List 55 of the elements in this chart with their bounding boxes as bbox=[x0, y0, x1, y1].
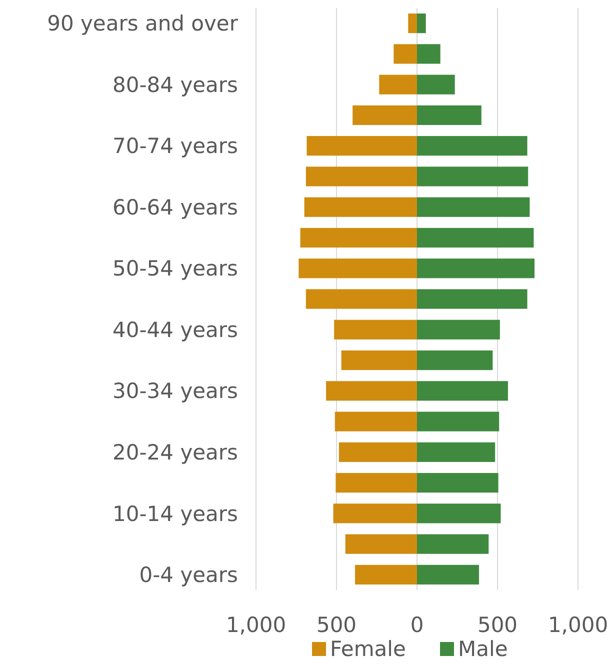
bar bbox=[417, 74, 455, 94]
x-tick-label: 1,000 bbox=[226, 613, 286, 637]
bar bbox=[304, 197, 417, 217]
y-tick-label: 90 years and over bbox=[47, 12, 238, 36]
bar bbox=[417, 442, 496, 462]
bar bbox=[336, 472, 417, 493]
y-tick-label: 50-54 years bbox=[112, 256, 238, 281]
bar bbox=[417, 105, 482, 126]
y-tick-label: 60-64 years bbox=[112, 195, 238, 220]
bar bbox=[306, 136, 417, 156]
bar bbox=[408, 14, 417, 34]
y-tick-label: 80-84 years bbox=[112, 72, 238, 97]
bar bbox=[417, 472, 498, 493]
x-tick-label: 500 bbox=[316, 613, 357, 637]
bar bbox=[379, 74, 417, 94]
bar bbox=[306, 166, 417, 186]
y-tick-label: 10-14 years bbox=[112, 502, 238, 526]
bar bbox=[326, 381, 417, 401]
bar bbox=[417, 136, 528, 156]
bar bbox=[417, 564, 479, 584]
bar bbox=[417, 320, 500, 340]
bar bbox=[300, 228, 417, 248]
x-tick-label: 500 bbox=[477, 613, 518, 637]
bar bbox=[417, 289, 528, 309]
bar bbox=[417, 44, 440, 64]
x-tick-label: 1,000 bbox=[548, 613, 608, 637]
bar bbox=[306, 289, 417, 309]
bar bbox=[333, 504, 417, 524]
bar bbox=[334, 412, 417, 432]
bar bbox=[298, 258, 417, 278]
x-tick-label: 0 bbox=[410, 613, 424, 637]
bar bbox=[338, 442, 417, 462]
bar bbox=[417, 350, 493, 370]
bar bbox=[352, 105, 417, 126]
bar bbox=[334, 320, 417, 340]
bar bbox=[417, 197, 530, 217]
bar bbox=[417, 258, 535, 278]
bar bbox=[417, 166, 528, 186]
y-tick-label: 70-74 years bbox=[112, 134, 238, 158]
y-tick-label: 40-44 years bbox=[112, 318, 238, 342]
legend-label: Male bbox=[458, 637, 508, 661]
bar bbox=[345, 534, 417, 554]
bar bbox=[417, 381, 508, 401]
bar bbox=[394, 44, 417, 64]
bar bbox=[417, 228, 534, 248]
bar bbox=[417, 534, 489, 554]
bar bbox=[355, 564, 417, 584]
bar bbox=[341, 350, 417, 370]
y-tick-label: 20-24 years bbox=[112, 440, 238, 465]
bar bbox=[417, 412, 500, 432]
bar bbox=[417, 14, 426, 34]
y-tick-label: 30-34 years bbox=[112, 379, 238, 404]
y-tick-label: 0-4 years bbox=[139, 563, 238, 588]
bar bbox=[417, 504, 501, 524]
legend-label: Female bbox=[330, 637, 406, 661]
